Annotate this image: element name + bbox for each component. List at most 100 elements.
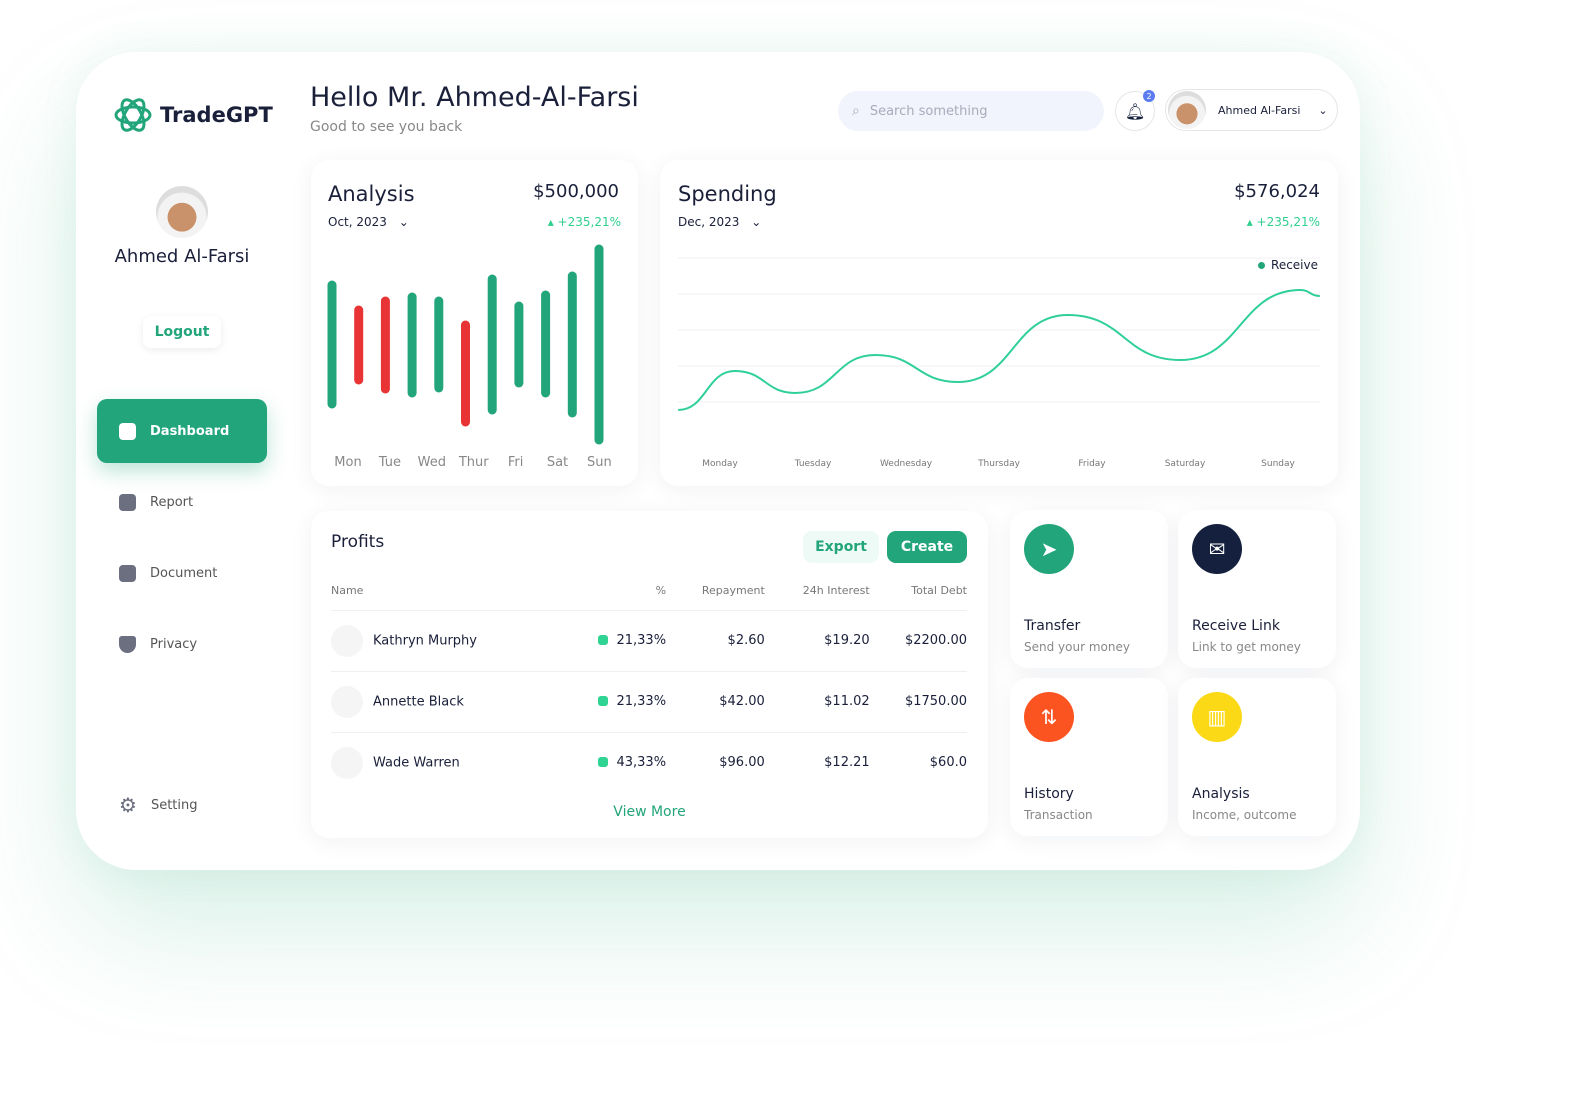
sidebar-item-label: Report — [150, 494, 194, 510]
profile-avatar — [156, 186, 208, 238]
document-icon — [119, 564, 136, 582]
sidebar-item-label: Setting — [150, 797, 198, 813]
x-tick-label: Saturday — [1165, 459, 1206, 469]
transfer-tile[interactable]: ➤ Transfer Send your money — [1010, 510, 1168, 668]
history-tile[interactable]: ⇅ History Transaction — [1010, 678, 1168, 836]
page-title: Hello Mr. Ahmed-Al-Farsi — [310, 82, 639, 113]
mail-icon: ✉ — [1192, 524, 1242, 574]
sidebar-item-report[interactable]: Report — [97, 470, 267, 534]
table-row[interactable]: Kathryn Murphy 21,33% $2.60 $19.20 $2200… — [331, 610, 967, 672]
logout-button[interactable]: Logout — [143, 316, 221, 348]
change-value: +235,21% — [557, 215, 621, 229]
tile-subtitle: Income, outcome — [1192, 808, 1297, 822]
chart-icon: ▥ — [1192, 692, 1242, 742]
analysis-period-select[interactable]: Oct, 2023 ⌄ — [328, 215, 409, 229]
sidebar-item-dashboard[interactable]: Dashboard — [97, 399, 267, 463]
analysis-tile[interactable]: ▥ Analysis Income, outcome — [1178, 678, 1336, 836]
cell-interest: $12.21 — [824, 755, 870, 771]
tile-title: Analysis — [1192, 786, 1250, 802]
analysis-bar-chart: Mon Tue Wed Thur Fri Sat Sun — [327, 244, 612, 470]
shield-icon — [119, 635, 136, 653]
page-subtitle: Good to see you back — [310, 119, 463, 135]
column-header: % — [560, 572, 667, 611]
user-menu[interactable]: Ahmed Al-Farsi ⌄ — [1165, 89, 1338, 131]
sidebar-item-setting[interactable]: ⚙ Setting — [97, 773, 267, 837]
logo-icon — [114, 98, 152, 132]
spending-title: Spending — [678, 182, 777, 206]
gear-icon: ⚙ — [119, 793, 137, 817]
cell-interest: $19.20 — [764, 610, 870, 672]
x-tick-label: Sunday — [1261, 459, 1295, 469]
view-more-link[interactable]: View More — [613, 804, 686, 820]
x-tick-label: Tue — [378, 455, 401, 470]
receive-series-line — [678, 288, 1320, 411]
receive-link-tile[interactable]: ✉ Receive Link Link to get money — [1178, 510, 1336, 668]
user-name: Ahmed Al-Farsi — [1218, 103, 1301, 117]
cell-repayment: $96.00 — [719, 755, 765, 771]
sidebar-item-privacy[interactable]: Privacy — [97, 612, 267, 676]
x-tick-label: Fri — [508, 455, 523, 470]
brand-logo[interactable]: TradeGPT — [112, 94, 273, 136]
x-tick-label: Monday — [702, 459, 738, 469]
legend-dot — [1258, 262, 1266, 269]
status-dot — [598, 696, 609, 706]
sidebar-item-document[interactable]: Document — [97, 541, 267, 605]
grid-icon — [119, 422, 136, 440]
x-tick-label: Wednesday — [880, 459, 933, 469]
legend-label: Receive — [1271, 258, 1318, 272]
search-icon: ⌕ — [852, 103, 860, 119]
column-header: Name — [331, 572, 561, 611]
create-button[interactable]: Create — [887, 531, 967, 563]
table-row[interactable]: Annette Black 21,33% $42.00 $11.02 $1750… — [331, 671, 967, 733]
change-value: +235,21% — [1256, 215, 1320, 229]
cell-percent: 21,33% — [560, 671, 667, 733]
percent-value: 21,33% — [616, 633, 667, 648]
cell-repayment: $42.00 — [666, 671, 765, 733]
chevron-down-icon: ⌄ — [751, 215, 762, 229]
cell-name: Annette Black — [331, 671, 561, 733]
period-label: Dec, 2023 — [678, 215, 740, 229]
tile-title: Receive Link — [1192, 618, 1280, 634]
search-input[interactable]: ⌕ Search something — [838, 91, 1104, 131]
bar-chart-icon — [119, 493, 136, 511]
user-avatar — [1168, 91, 1206, 129]
column-header: 24h Interest — [764, 572, 870, 611]
cell-total-debt: $2200.00 — [869, 610, 967, 672]
row-avatar — [331, 746, 363, 779]
status-dot — [598, 635, 609, 645]
x-tick-label: Friday — [1078, 459, 1106, 469]
cell-percent: 21,33% — [560, 610, 667, 672]
period-label: Oct, 2023 — [328, 215, 387, 229]
row-name: Wade Warren — [373, 755, 460, 771]
bell-icon: 🔔︎ — [1124, 101, 1146, 121]
x-tick-label: Thursday — [977, 459, 1021, 469]
analysis-title: Analysis — [328, 182, 415, 206]
tile-title: Transfer — [1024, 618, 1081, 634]
spending-period-select[interactable]: Dec, 2023 ⌄ — [678, 215, 761, 229]
cell-interest: $11.02 — [764, 671, 870, 733]
notification-badge: 2 — [1143, 90, 1155, 102]
column-header: Repayment — [666, 572, 765, 611]
x-tick-label: Thur — [458, 455, 489, 470]
tile-title: History — [1024, 786, 1074, 802]
x-tick-label: Wed — [418, 455, 446, 470]
analysis-change: ▴ +235,21% — [547, 215, 621, 229]
brand-name: TradeGPT — [160, 103, 273, 127]
cell-total-debt: $1750.00 — [869, 671, 967, 733]
notification-button[interactable]: 🔔︎ 2 — [1115, 90, 1155, 131]
search-placeholder: Search something — [869, 103, 988, 119]
export-button[interactable]: Export — [803, 531, 879, 563]
percent-value: 21,33% — [616, 694, 667, 709]
row-avatar — [331, 685, 363, 718]
sidebar-item-label: Privacy — [150, 636, 198, 652]
x-tick-label: Mon — [334, 455, 361, 470]
x-tick-label: Sun — [587, 455, 612, 470]
sidebar-item-label: Dashboard — [150, 423, 230, 439]
column-header: Total Debt — [869, 572, 967, 611]
row-name: Kathryn Murphy — [373, 633, 477, 648]
analysis-amount: $500,000 — [533, 181, 619, 202]
table-header: Name % Repayment 24h Interest Total Debt — [331, 572, 967, 611]
x-tick-label: Sat — [547, 455, 568, 470]
table-row[interactable]: Wade Warren 43,33% $96.00 $12.21 $60.0 — [331, 732, 967, 793]
tile-subtitle: Link to get money — [1192, 640, 1301, 654]
